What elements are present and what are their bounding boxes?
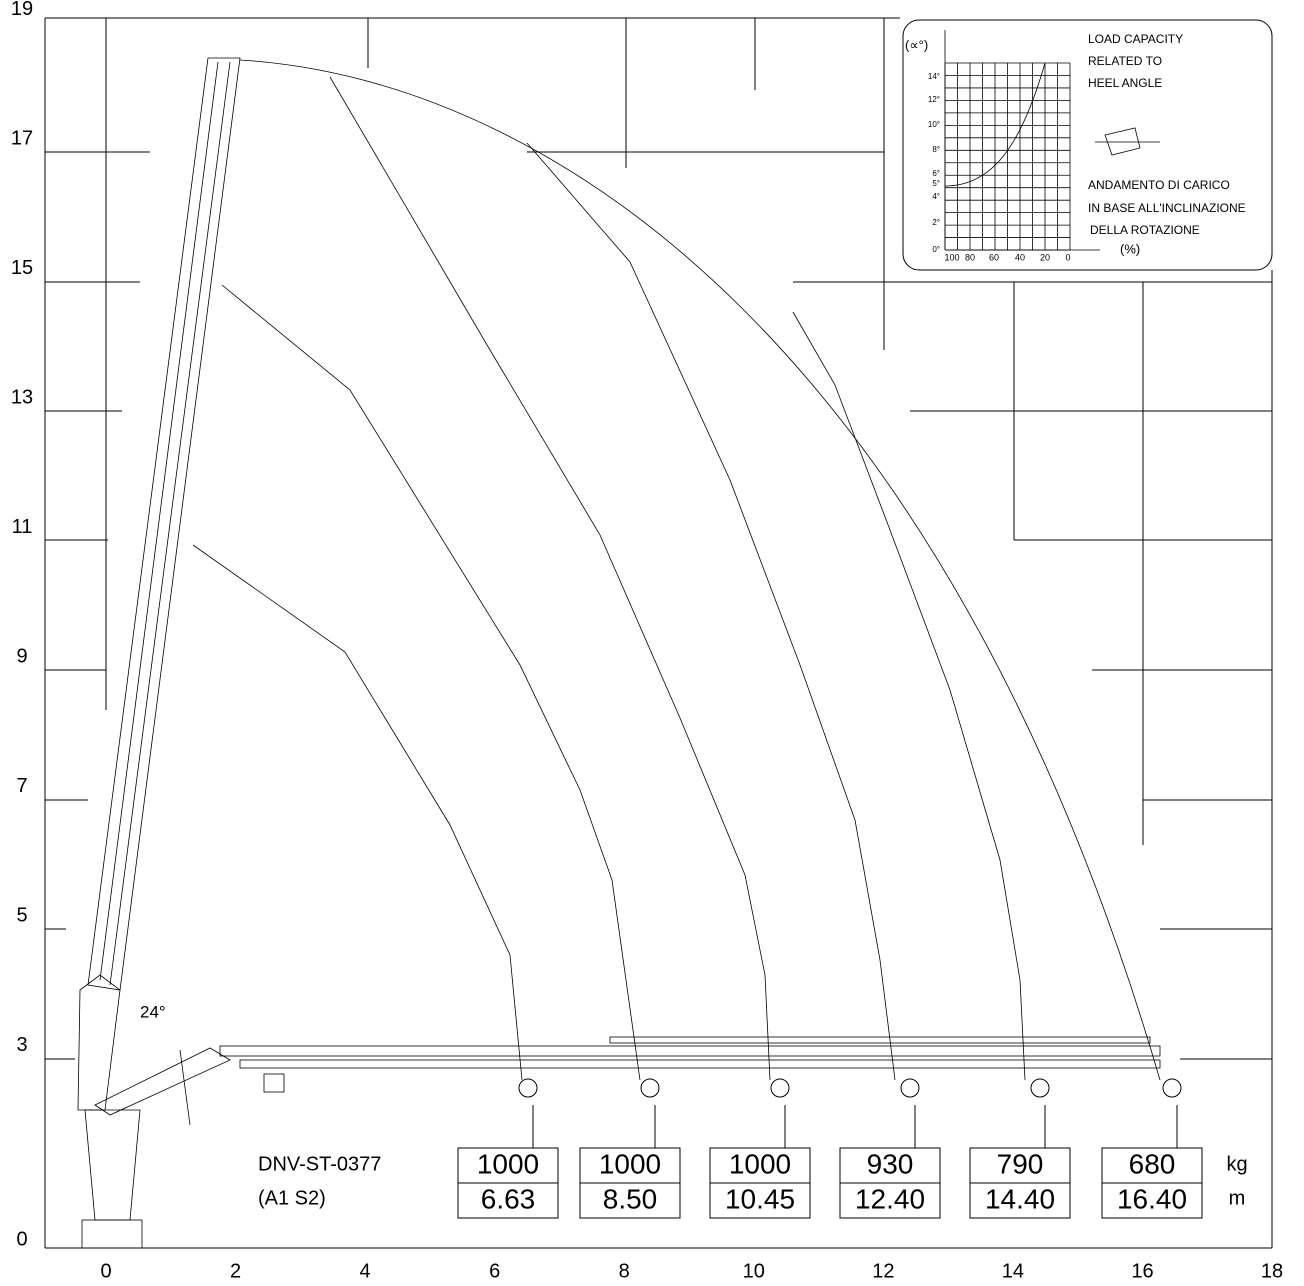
load-radius: 10.45: [725, 1183, 795, 1214]
load-radius: 6.63: [481, 1183, 536, 1214]
load-kg: 1000: [729, 1148, 791, 1179]
x-tick-label: 16: [1131, 1260, 1153, 1282]
y-tick-label: 11: [12, 516, 33, 538]
x-tick-label: 4: [360, 1260, 371, 1282]
load-kg: 790: [997, 1148, 1044, 1179]
y-tick-label: 7: [16, 775, 27, 797]
inset-title-en: LOAD CAPACITY: [1088, 32, 1183, 46]
y-tick-label: 5: [16, 905, 27, 927]
angle-label: 24°: [140, 1002, 166, 1021]
inset-y-tick: 4°: [932, 192, 940, 201]
hook: [519, 1079, 537, 1097]
x-tick-label: 6: [489, 1260, 500, 1282]
x-tick-label: 10: [743, 1260, 765, 1282]
inset-y-tick: 0°: [932, 245, 940, 254]
x-tick-label: 2: [230, 1260, 241, 1282]
y-tick-label: 13: [11, 387, 33, 409]
inset-x-tick: 40: [1015, 252, 1025, 262]
inset-y-tick: 2°: [932, 218, 940, 227]
load-kg: 1000: [599, 1148, 661, 1179]
inset-title-it: ANDAMENTO DI CARICO: [1088, 178, 1230, 192]
inset-y-tick: 12°: [928, 95, 940, 104]
inset-x-tick: 0: [1065, 252, 1070, 262]
y-tick-label: 19: [11, 0, 33, 20]
hook: [641, 1079, 659, 1097]
x-tick-label: 0: [100, 1260, 111, 1282]
hook: [901, 1079, 919, 1097]
y-tick-label: 0: [16, 1228, 27, 1250]
load-radius: 14.40: [985, 1183, 1055, 1214]
inset-title-en: HEEL ANGLE: [1088, 76, 1162, 90]
y-tick-label: 9: [16, 646, 27, 668]
inset-y-tick: 14°: [928, 72, 940, 81]
x-tick-label: 12: [872, 1260, 894, 1282]
hook: [1031, 1079, 1049, 1097]
inset-x-tick: 80: [965, 252, 975, 262]
inset-y-label: (∝°): [905, 37, 928, 52]
inset-x-tick: 60: [989, 252, 999, 262]
load-radius: 12.40: [855, 1183, 925, 1214]
x-tick-label: 18: [1261, 1260, 1283, 1282]
hook: [1163, 1079, 1181, 1097]
inset-x-tick: 20: [1040, 252, 1050, 262]
inset-y-tick: 10°: [928, 120, 940, 129]
standard: DNV-ST-0377: [258, 1153, 381, 1175]
unit-m: m: [1229, 1187, 1246, 1209]
unit-kg: kg: [1226, 1153, 1247, 1175]
inset-title-en: RELATED TO: [1088, 54, 1162, 68]
inset-x-label: (%): [1120, 241, 1140, 256]
inset-y-tick: 6°: [932, 169, 940, 178]
inset: (∝°) (%) 14° 12° 10° 8° 6° 5° 4° 2° 0° 1…: [903, 20, 1272, 270]
load-chart: 24° DNV-ST-0377 (A1 S2) kg m (∝°) (%) 14…: [0, 0, 1304, 1286]
inset-y-tick: 8°: [932, 145, 940, 154]
y-tick-label: 15: [11, 257, 33, 279]
class: (A1 S2): [258, 1187, 326, 1209]
load-radius: 16.40: [1117, 1183, 1187, 1214]
y-tick-label: 3: [16, 1034, 27, 1056]
load-radius: 8.50: [603, 1183, 658, 1214]
load-kg: 1000: [477, 1148, 539, 1179]
inset-y-tick: 5°: [932, 179, 940, 188]
load-kg: 930: [867, 1148, 914, 1179]
y-tick-label: 17: [11, 128, 33, 150]
x-tick-label: 14: [1002, 1260, 1024, 1282]
inset-title-it: IN BASE ALL'INCLINAZIONE: [1088, 201, 1246, 215]
inset-x-tick: 100: [944, 252, 959, 262]
x-tick-label: 8: [619, 1260, 630, 1282]
load-kg: 680: [1129, 1148, 1176, 1179]
inset-title-it: DELLA ROTAZIONE: [1090, 223, 1200, 237]
hook: [771, 1079, 789, 1097]
